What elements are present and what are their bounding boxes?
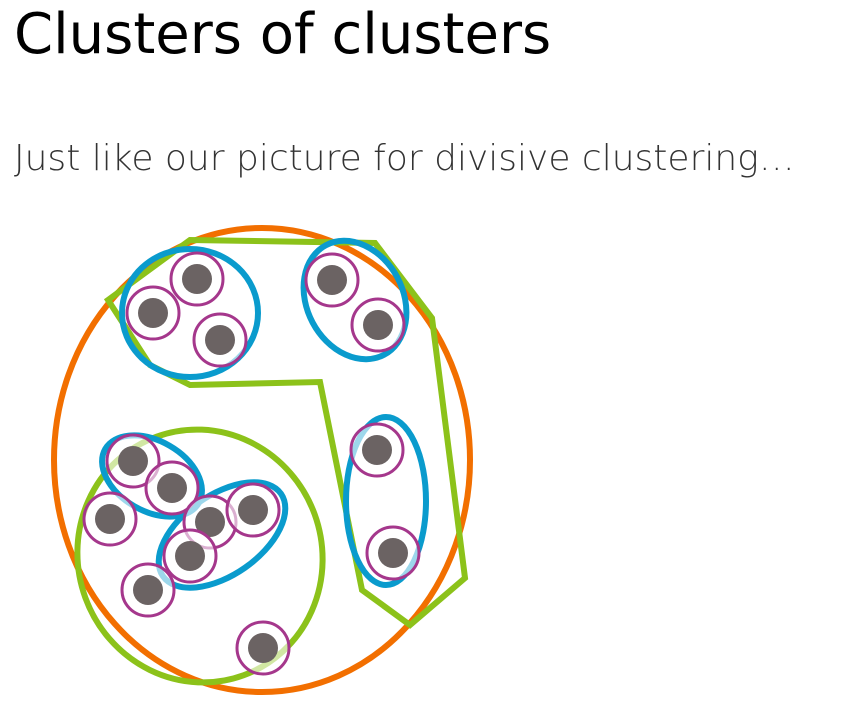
outer-cluster <box>51 225 473 695</box>
point <box>362 435 392 465</box>
point <box>363 310 393 340</box>
point <box>205 325 235 355</box>
point <box>238 495 268 525</box>
point <box>378 538 408 568</box>
slide-subtitle: Just like our picture for divisive clust… <box>14 138 795 179</box>
point <box>195 507 225 537</box>
point <box>138 298 168 328</box>
blue-cluster <box>300 237 410 363</box>
blue-cluster <box>119 246 261 380</box>
point <box>133 575 163 605</box>
blue-cluster <box>343 414 429 588</box>
point <box>157 473 187 503</box>
point <box>182 264 212 294</box>
point <box>175 541 205 571</box>
point <box>317 265 347 295</box>
point <box>248 633 278 663</box>
points <box>82 251 421 676</box>
point <box>118 446 148 476</box>
point <box>95 504 125 534</box>
slide-title: Clusters of clusters <box>14 2 552 67</box>
